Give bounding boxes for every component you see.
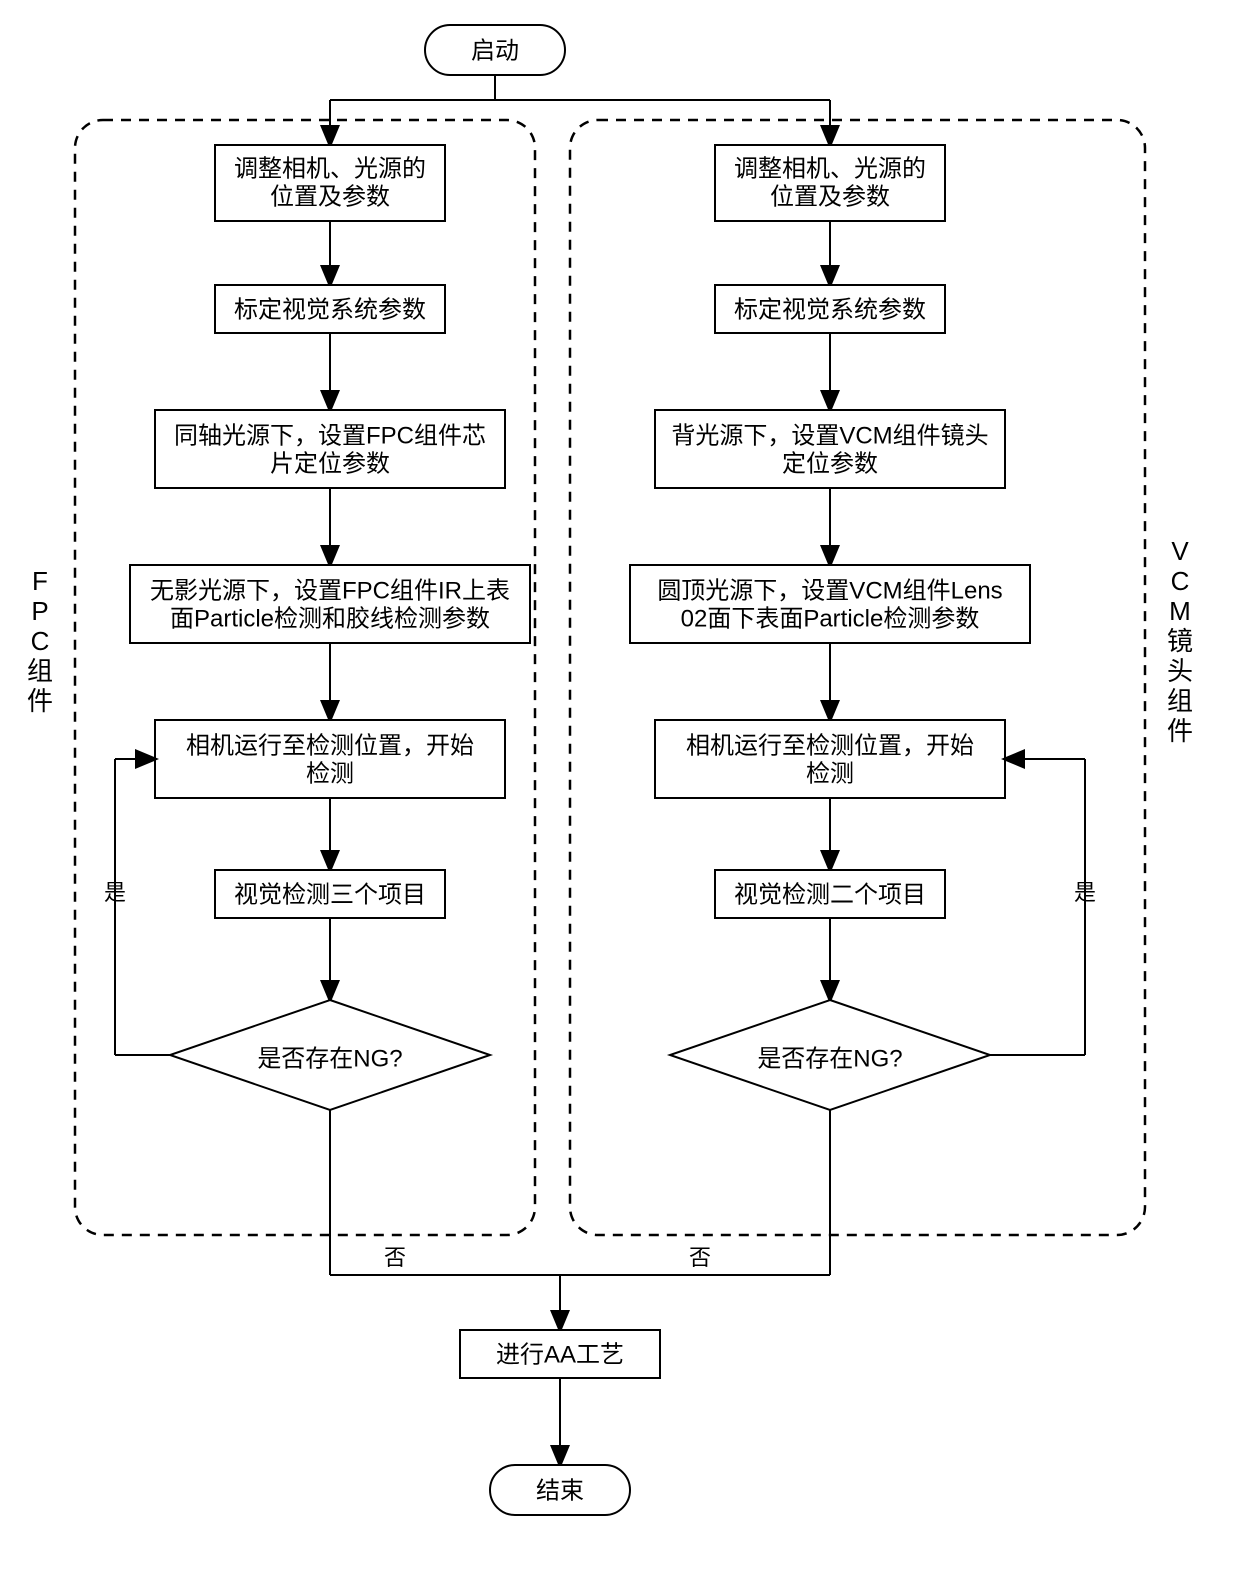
vcm-group-title: V C M 镜 头 组 件 xyxy=(1167,536,1193,746)
right-n2-text: 标定视觉系统参数 xyxy=(734,296,926,323)
svg-text:件: 件 xyxy=(27,686,53,716)
right-n6-text: 视觉检测二个项目 xyxy=(734,881,926,908)
left-n4-l2: 面Particle检测和胶线检测参数 xyxy=(170,605,490,632)
svg-text:V: V xyxy=(1171,536,1189,566)
right-n1-l1: 调整相机、光源的 xyxy=(734,155,926,182)
left-n4-l1: 无影光源下，设置FPC组件IR上表 xyxy=(150,577,510,604)
right-no-label: 否 xyxy=(689,1245,711,1270)
svg-text:镜: 镜 xyxy=(1167,626,1193,656)
right-n4-l1: 圆顶光源下，设置VCM组件Lens xyxy=(657,577,1002,604)
svg-text:件: 件 xyxy=(1167,716,1193,746)
svg-text:P: P xyxy=(31,596,48,626)
svg-text:组: 组 xyxy=(1167,686,1193,716)
right-yes-label: 是 xyxy=(1074,880,1096,905)
svg-text:头: 头 xyxy=(1167,656,1193,686)
flowchart-diagram: 启动 F P C 组 件 V C M 镜 头 组 件 调整相机、光源的 位置及参… xyxy=(0,0,1240,1587)
left-n3-l2: 片定位参数 xyxy=(270,450,390,477)
start-label: 启动 xyxy=(471,37,519,64)
left-n3-l1: 同轴光源下，设置FPC组件芯 xyxy=(174,422,486,449)
left-n2-text: 标定视觉系统参数 xyxy=(234,296,426,323)
right-n4-l2: 02面下表面Particle检测参数 xyxy=(681,605,980,632)
svg-text:C: C xyxy=(1171,566,1190,596)
fpc-group-title: F P C 组 件 xyxy=(27,566,53,716)
left-decision-text: 是否存在NG? xyxy=(257,1045,402,1072)
left-n5-l2: 检测 xyxy=(306,760,354,787)
left-n6-text: 视觉检测三个项目 xyxy=(234,881,426,908)
left-n1-l1: 调整相机、光源的 xyxy=(234,155,426,182)
right-n5-l2: 检测 xyxy=(806,760,854,787)
right-n3-l1: 背光源下，设置VCM组件镜头 xyxy=(671,422,988,449)
end-label: 结束 xyxy=(536,1477,584,1504)
right-n3-l2: 定位参数 xyxy=(782,450,878,477)
svg-text:F: F xyxy=(32,566,48,596)
merge-node-text: 进行AA工艺 xyxy=(496,1341,624,1368)
right-decision-text: 是否存在NG? xyxy=(757,1045,902,1072)
left-n5-l1: 相机运行至检测位置，开始 xyxy=(186,732,474,759)
svg-text:组: 组 xyxy=(27,656,53,686)
right-n1-l2: 位置及参数 xyxy=(770,183,890,210)
svg-text:M: M xyxy=(1169,596,1191,626)
left-no-label: 否 xyxy=(384,1245,406,1270)
svg-text:C: C xyxy=(31,626,50,656)
left-n1-l2: 位置及参数 xyxy=(270,183,390,210)
left-yes-label: 是 xyxy=(104,880,126,905)
right-n5-l1: 相机运行至检测位置，开始 xyxy=(686,732,974,759)
